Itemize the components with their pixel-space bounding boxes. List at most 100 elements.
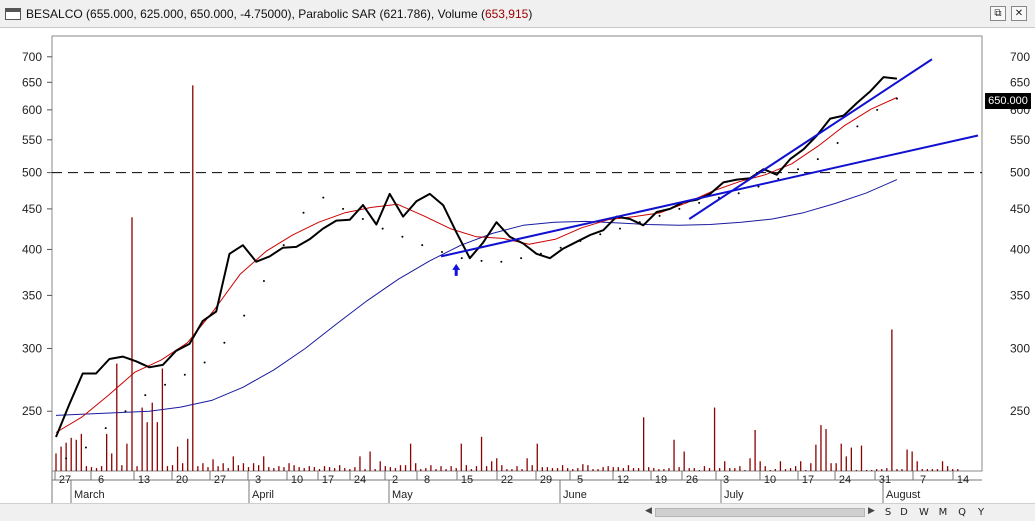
sar-point xyxy=(619,227,622,230)
chart-area[interactable]: 250 300 350 400 450 500 550 600 650 700 250 300 350… xyxy=(0,28,1035,521)
month-label: April xyxy=(252,489,274,501)
x-tick-label: 27 xyxy=(59,474,71,486)
sar-point xyxy=(203,361,206,364)
sar-point xyxy=(262,279,265,282)
sar-point xyxy=(223,341,226,344)
sar-point xyxy=(797,168,800,171)
y-tick-label-left: 700 xyxy=(22,50,42,64)
period-button-s[interactable]: S xyxy=(884,507,892,518)
parabolic-sar xyxy=(65,97,898,460)
x-tick-label: 22 xyxy=(501,474,513,486)
sar-point xyxy=(84,446,87,449)
period-button-m[interactable]: M xyxy=(938,507,948,518)
y-tick-label-right: 450 xyxy=(1010,202,1030,216)
sar-point xyxy=(895,97,898,100)
y-tick-label-left: 450 xyxy=(22,202,42,216)
sar-point xyxy=(816,158,819,161)
document-icon xyxy=(5,8,21,20)
close-button[interactable]: ✕ xyxy=(1011,6,1027,21)
y-tick-label-right: 350 xyxy=(1010,288,1030,302)
x-tick-label: 3 xyxy=(723,474,729,486)
sar-point xyxy=(757,185,760,188)
restore-button[interactable]: ⧉ xyxy=(990,6,1006,21)
y-tick-label-left: 400 xyxy=(22,242,42,256)
month-label: May xyxy=(392,489,413,501)
sar-point xyxy=(361,217,364,220)
title-volume-value: 653,915 xyxy=(484,7,529,21)
x-tick-label: 6 xyxy=(98,474,104,486)
y-tick-label-left: 250 xyxy=(22,404,42,418)
x-tick-label: 24 xyxy=(839,474,851,486)
y-tick-label-left: 550 xyxy=(22,133,42,147)
x-tick-label: 2 xyxy=(392,474,398,486)
annotation-arrow xyxy=(452,263,461,276)
trendlines xyxy=(440,58,979,258)
sar-point xyxy=(401,235,404,238)
month-label: March xyxy=(74,489,105,501)
period-button-w[interactable]: W xyxy=(919,507,929,518)
month-label: June xyxy=(563,489,587,501)
x-tick-label: 17 xyxy=(802,474,814,486)
sar-point xyxy=(460,257,463,260)
y-tick-label-right: 250 xyxy=(1010,404,1030,418)
up-arrow-icon xyxy=(452,263,461,276)
x-tick-label: 10 xyxy=(764,474,776,486)
y-tick-label-right: 500 xyxy=(1010,166,1030,180)
sar-point xyxy=(856,125,859,128)
sar-point xyxy=(658,214,661,217)
period-button-y[interactable]: Y xyxy=(977,507,985,518)
title-bar[interactable]: BESALCO (655.000, 625.000, 650.000, -4.7… xyxy=(0,0,1035,28)
y-tick-label-left: 300 xyxy=(22,341,42,355)
sar-point xyxy=(876,108,879,111)
last-price-tag: 650.000 xyxy=(985,93,1031,109)
window-title: BESALCO (655.000, 625.000, 650.000, -4.7… xyxy=(26,7,532,21)
x-tick-label: 26 xyxy=(686,474,698,486)
sar-point xyxy=(599,233,602,236)
x-tick-label: 20 xyxy=(176,474,188,486)
sar-point xyxy=(302,211,305,214)
x-tick-label: 15 xyxy=(461,474,473,486)
long-ma-series xyxy=(55,179,898,416)
y-tick-label-right: 650 xyxy=(1010,75,1030,89)
x-tick-label: 7 xyxy=(920,474,926,486)
sar-point xyxy=(836,141,839,144)
month-label: July xyxy=(724,489,744,501)
sar-point xyxy=(243,314,246,317)
y-axis-left: 250 300 350 400 450 500 550 600 650 700 xyxy=(22,50,52,418)
sar-point xyxy=(698,201,701,204)
trendline-steep xyxy=(688,58,933,220)
y-tick-label-left: 500 xyxy=(22,166,42,180)
x-tick-label: 3 xyxy=(255,474,261,486)
sar-point xyxy=(520,257,523,260)
x-tick-label: 19 xyxy=(655,474,667,486)
sar-point xyxy=(678,207,681,210)
title-prefix: BESALCO (655.000, 625.000, 650.000, -4.7… xyxy=(26,7,485,21)
x-tick-label: 12 xyxy=(617,474,629,486)
y-tick-label-right: 400 xyxy=(1010,242,1030,256)
y-tick-label-right: 700 xyxy=(1010,50,1030,64)
x-axis: 27 6 13 20 27 3 10 17 24 2 8 15 22 29 5 12 19 26 3 10 17 24 31… xyxy=(51,471,982,503)
title-suffix: ) xyxy=(528,7,533,21)
scroll-right-icon[interactable]: ▶ xyxy=(868,506,875,516)
period-button-q[interactable]: Q xyxy=(958,507,966,518)
x-tick-label: 13 xyxy=(138,474,150,486)
y-tick-label-right: 550 xyxy=(1010,133,1030,147)
sar-point xyxy=(500,260,503,263)
y-tick-label-left: 650 xyxy=(22,75,42,89)
x-tick-label: 10 xyxy=(291,474,303,486)
horizontal-scroll-thumb[interactable] xyxy=(655,508,865,517)
sar-point xyxy=(104,427,107,430)
scroll-left-icon[interactable]: ◀ xyxy=(645,506,652,516)
sar-point xyxy=(342,207,345,210)
sar-point xyxy=(282,244,285,247)
sar-point xyxy=(381,227,384,230)
sar-point xyxy=(124,410,127,413)
y-tick-label-left: 600 xyxy=(22,103,42,117)
plot-frame xyxy=(51,35,983,472)
sar-point xyxy=(144,394,147,397)
x-tick-label: 24 xyxy=(354,474,366,486)
period-button-d[interactable]: D xyxy=(900,507,908,518)
sar-point xyxy=(164,383,167,386)
